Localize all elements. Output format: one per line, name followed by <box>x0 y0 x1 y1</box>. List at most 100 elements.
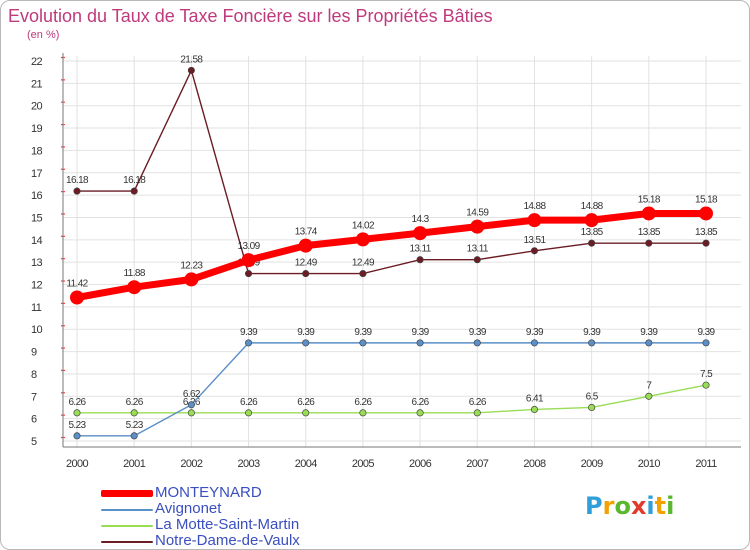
data-point <box>187 401 195 409</box>
legend-label-avignonet: Avignonet <box>155 500 222 517</box>
logo-letter: r <box>602 492 615 520</box>
data-point <box>355 232 370 247</box>
y-tick-label: 6 <box>31 414 37 426</box>
data-label: 13.85 <box>638 227 661 238</box>
legend-swatch-notre-dame-de-vaulx <box>101 541 153 543</box>
data-label: 7 <box>646 380 652 391</box>
y-tick-label: 21 <box>31 78 43 90</box>
x-tick-label: 2010 <box>638 458 661 470</box>
data-label: 9.39 <box>297 327 315 338</box>
data-label: 9.39 <box>526 327 544 338</box>
x-tick-label: 2003 <box>238 458 261 470</box>
data-label: 6.26 <box>68 397 86 408</box>
y-tick-label: 14 <box>31 235 43 247</box>
data-label: 6.5 <box>586 391 599 402</box>
logo-letter: x <box>630 492 647 520</box>
x-tick-label: 2004 <box>295 458 318 470</box>
y-tick-label: 12 <box>31 280 43 292</box>
data-point <box>302 339 310 347</box>
y-tick-label: 5 <box>31 436 37 448</box>
data-point <box>184 272 199 287</box>
y-tick-label: 8 <box>31 369 37 381</box>
data-label: 15.18 <box>695 194 718 205</box>
data-label: 9.39 <box>240 327 258 338</box>
data-point <box>187 409 195 417</box>
y-tick-label: 18 <box>31 145 43 157</box>
data-point <box>298 238 313 253</box>
data-label: 9.39 <box>640 327 658 338</box>
data-label: 12.23 <box>180 260 203 271</box>
legend-swatch-la-motte-saint-martin <box>101 525 153 527</box>
x-tick-label: 2006 <box>409 458 432 470</box>
data-point <box>584 213 599 228</box>
data-point <box>244 409 253 417</box>
series-line-monteynard <box>73 209 710 301</box>
y-tick-label: 20 <box>31 101 43 113</box>
y-tick-label: 19 <box>31 123 43 135</box>
data-label: 14.02 <box>352 220 375 231</box>
data-point <box>416 256 424 264</box>
data-point <box>527 213 542 228</box>
data-label: 13.74 <box>295 227 318 238</box>
data-label: 15.18 <box>638 194 661 205</box>
data-point <box>702 381 710 389</box>
data-label: 11.88 <box>124 268 146 279</box>
data-point <box>416 339 424 347</box>
data-label: 5.23 <box>126 420 144 431</box>
data-label: 13.85 <box>581 227 604 238</box>
legend-label-notre-dame-de-vaulx: Notre-Dame-de-Vaulx <box>155 532 300 549</box>
data-label: 6.62 <box>183 389 201 400</box>
logo-letter: i <box>666 492 675 520</box>
data-point <box>302 409 310 417</box>
data-point <box>244 339 253 347</box>
data-label: 9.39 <box>583 327 601 338</box>
data-label: 6.41 <box>526 393 544 404</box>
logo-letter: i <box>646 492 655 520</box>
data-label: 9.39 <box>354 327 372 338</box>
series-avignonet: 5.23 5.23 6.62 9.39 9.39 9.39 9.39 9.39 9.39 9.39… <box>68 327 716 440</box>
data-label: 13.85 <box>695 227 718 238</box>
x-tick-label: 2007 <box>466 458 489 470</box>
y-tick-label: 13 <box>31 257 43 269</box>
data-label: 6.26 <box>354 397 372 408</box>
data-label: 14.59 <box>466 208 489 219</box>
x-tick-label: 2011 <box>695 458 717 470</box>
data-point <box>73 432 81 440</box>
data-point <box>473 339 481 347</box>
y-tick-label: 17 <box>31 168 43 180</box>
y-tick-label: 10 <box>31 324 43 336</box>
series-line-la-motte-saint-martin <box>76 384 707 414</box>
data-point <box>588 403 596 412</box>
data-label: 16.18 <box>123 175 146 186</box>
data-point <box>416 409 424 417</box>
data-label: 6.26 <box>297 397 315 408</box>
series-la-motte-saint-martin: 6.266.266.266.266.266.266.266.266.416.57… <box>68 369 714 417</box>
series-monteynard: 11.42 11.88 12.23 13.09 13.74 14.02 14.3 14.59 1… <box>66 194 719 305</box>
x-tick-label: 2000 <box>66 458 89 470</box>
y-tick-label: 11 <box>31 302 42 314</box>
series-notre-dame-de-vaulx: 16.1816.1821.5812.4912.4912.4913.1113.11… <box>66 54 719 278</box>
data-point <box>73 409 81 417</box>
data-point <box>359 339 367 347</box>
data-point <box>702 339 710 347</box>
logo-letter: P <box>585 492 603 520</box>
data-label: 7.5 <box>700 369 713 380</box>
data-point <box>70 290 84 305</box>
data-label: 14.88 <box>581 201 604 212</box>
data-point <box>702 239 710 247</box>
x-tick-label: 2005 <box>352 458 375 470</box>
data-point <box>588 239 596 247</box>
x-tick-label: 2009 <box>581 458 604 470</box>
y-tick-label: 22 <box>31 56 43 68</box>
legend-swatch-avignonet <box>101 509 153 511</box>
data-point <box>645 239 653 247</box>
x-tick-label: 2002 <box>180 458 203 470</box>
x-tick-label: 2008 <box>523 458 546 470</box>
data-label: 16.18 <box>66 175 89 186</box>
data-label: 9.39 <box>469 327 487 338</box>
series-line-avignonet <box>76 342 707 437</box>
data-point <box>127 280 142 295</box>
data-label: 21.58 <box>180 54 203 65</box>
data-point <box>645 392 653 400</box>
data-point <box>530 339 539 347</box>
